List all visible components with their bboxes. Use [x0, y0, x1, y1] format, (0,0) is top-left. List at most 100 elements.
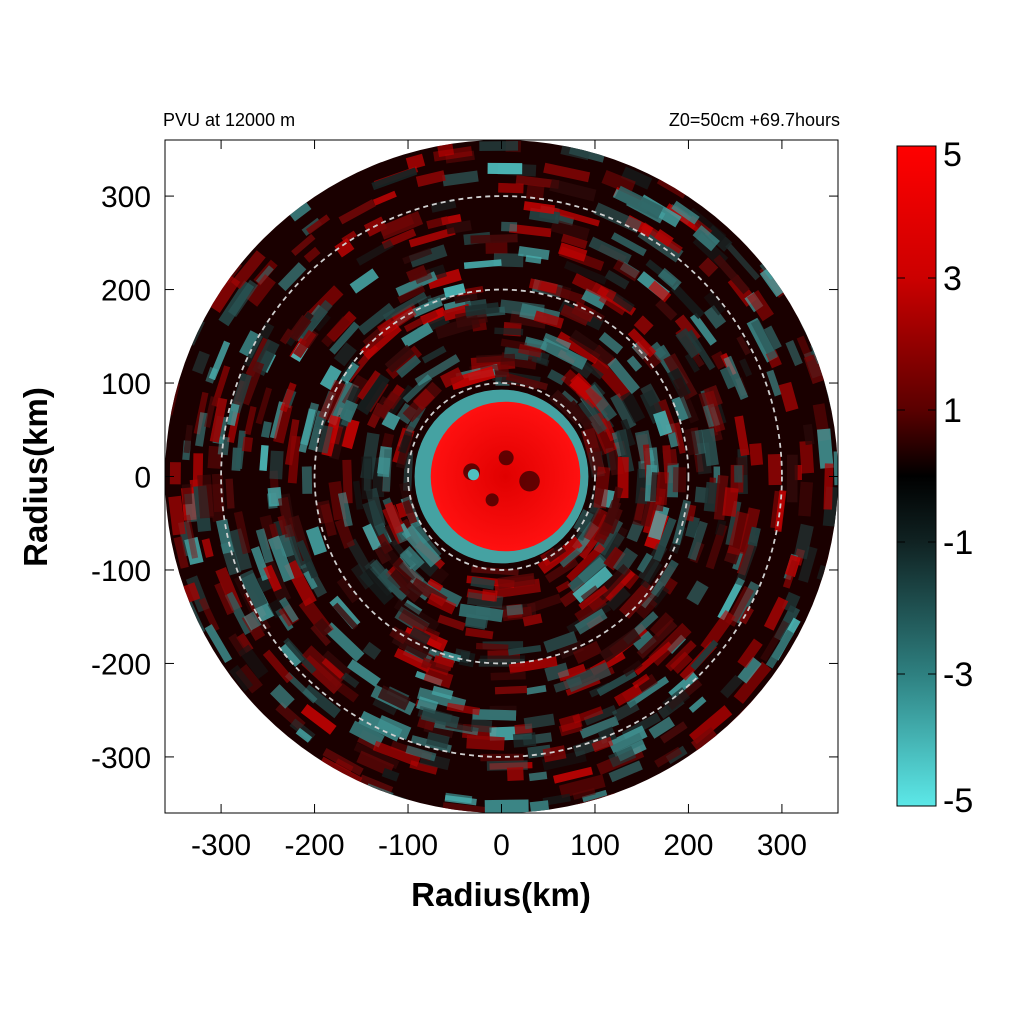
field-patch: [542, 332, 572, 351]
field-patch: [664, 203, 701, 232]
field-patch: [384, 384, 414, 421]
field-patch: [590, 357, 632, 402]
field-patch: [633, 594, 658, 619]
field-patch: [713, 254, 750, 295]
field-patch: [626, 676, 670, 709]
field-patch: [408, 244, 448, 268]
field-patch: [501, 221, 518, 232]
field-patch: [560, 233, 588, 250]
field-patch: [168, 495, 186, 536]
reference-circle: [313, 288, 690, 665]
field-patch: [796, 335, 814, 363]
field-patch: [722, 487, 739, 517]
field-patch: [243, 322, 275, 369]
field-patch: [284, 671, 318, 704]
field-patch: [279, 382, 297, 413]
field-patch: [505, 819, 537, 828]
field-patch: [321, 650, 352, 679]
field-patch: [580, 585, 601, 603]
field-patch: [738, 507, 761, 556]
field-patch: [318, 379, 347, 422]
field-patch: [499, 299, 545, 318]
field-patch: [578, 585, 608, 610]
chart-title-right: Z0=50cm +69.7hours: [669, 110, 840, 130]
field-patch: [611, 232, 647, 257]
field-patch: [566, 543, 606, 582]
core-cyan-spot: [467, 469, 480, 481]
colorbar-tick-label: 1: [943, 392, 962, 430]
field-patch: [244, 406, 257, 436]
field-patch: [475, 642, 509, 651]
field-patch: [591, 736, 614, 753]
field-patch: [725, 242, 760, 281]
y-tick-label: -100: [91, 555, 151, 588]
field-patch: [243, 611, 262, 631]
field-patch: [375, 533, 393, 555]
field-patch: [225, 478, 235, 509]
field-patch: [350, 563, 374, 590]
field-patch: [405, 153, 426, 171]
x-tick-label: -300: [191, 829, 251, 862]
field-patch: [241, 436, 254, 453]
field-patch: [673, 422, 686, 454]
field-patch: [526, 593, 562, 614]
core-dark-spot: [498, 450, 514, 466]
field-patch: [409, 627, 431, 645]
field-patch: [393, 598, 440, 633]
field-patch: [781, 591, 801, 613]
colorbar-ticks: 5 3 1 -1 -3 -5: [897, 136, 973, 820]
field-patch: [737, 656, 762, 684]
field-patch: [579, 715, 620, 739]
reference-circles: [220, 195, 783, 758]
field-patch: [279, 533, 295, 558]
field-patch: [201, 538, 214, 558]
field-patch: [583, 507, 609, 543]
field-patch: [456, 823, 478, 835]
field-patch: [150, 546, 164, 569]
field-patch: [337, 492, 353, 527]
field-patch: [604, 269, 630, 290]
field-patch: [349, 268, 379, 294]
field-patch: [583, 705, 618, 726]
field-patch: [703, 291, 726, 316]
field-patch: [673, 377, 700, 424]
field-patch: [620, 166, 653, 190]
field-patch: [238, 644, 269, 679]
field-patch: [766, 369, 782, 397]
field-patch: [648, 280, 672, 303]
chart-title-left: PVU at 12000 m: [163, 110, 295, 130]
field-patch: [572, 787, 596, 800]
field-patch: [553, 766, 593, 784]
field-patch: [273, 403, 293, 444]
field-patch: [593, 202, 642, 234]
field-patch: [557, 663, 587, 682]
field-patch: [506, 604, 524, 616]
field-patch: [403, 310, 439, 333]
field-patch: [301, 645, 346, 688]
field-patch: [340, 418, 360, 450]
field-patch: [480, 753, 524, 762]
field-patch: [334, 518, 355, 549]
field-patch: [734, 465, 743, 483]
field-patch: [620, 418, 636, 447]
field-patch: [293, 329, 317, 359]
field-patch: [632, 630, 657, 655]
field-patch: [734, 415, 750, 457]
field-patch: [558, 713, 583, 733]
field-patch: [338, 199, 376, 225]
field-patch: [405, 745, 437, 762]
field-patch: [423, 667, 454, 689]
field-patch: [626, 521, 644, 543]
field-patch: [536, 120, 583, 140]
field-patch: [798, 481, 814, 517]
field-patch: [183, 514, 199, 559]
field-patch: [263, 564, 282, 592]
field-patch: [607, 357, 640, 395]
field-patch: [578, 398, 608, 435]
field-patch: [287, 314, 312, 342]
field-patch: [211, 365, 231, 407]
field-patch: [669, 651, 693, 674]
field-patch: [675, 327, 703, 359]
colorbar: [896, 145, 937, 807]
field-patch: [542, 793, 571, 806]
